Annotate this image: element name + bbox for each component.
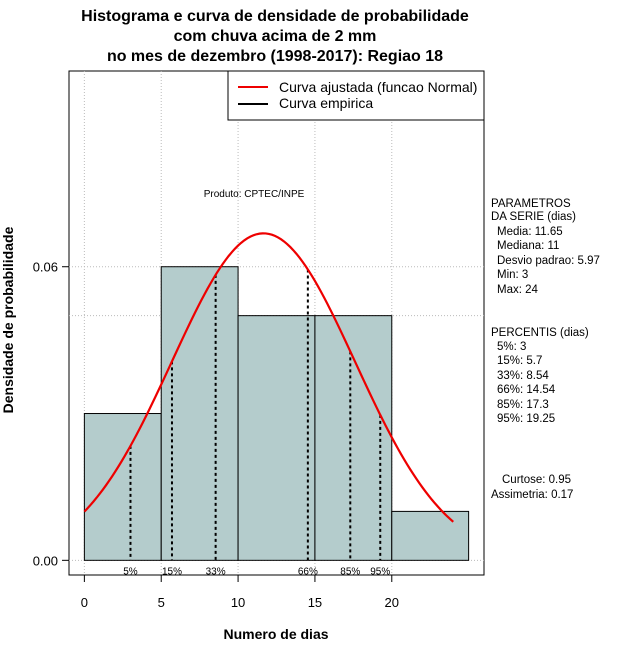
percentile-label-4: 85% bbox=[340, 566, 360, 577]
bars-layer bbox=[83, 266, 470, 561]
product-annotation: Produto: CPTEC/INPE bbox=[204, 189, 305, 200]
chart-title-line-1: Histograma e curva de densidade de proba… bbox=[81, 8, 469, 25]
x-tick-label-4: 20 bbox=[385, 595, 399, 610]
params-title-2: DA SERIE (dias) bbox=[491, 211, 576, 223]
x-tick-label-2: 10 bbox=[231, 595, 245, 610]
x-axis-title: Numero de dias bbox=[223, 626, 328, 642]
percentile-label-2: 33% bbox=[206, 566, 226, 577]
chart-title-line-3: no mes de dezembro (1998-2017): Regiao 1… bbox=[107, 48, 443, 65]
legend-label-normal: Curva ajustada (funcao Normal) bbox=[279, 79, 477, 95]
histogram-bar-2 bbox=[237, 315, 316, 561]
percentil-95: 95%: 19.25 bbox=[497, 413, 555, 425]
legend: Curva ajustada (funcao Normal) Curva emp… bbox=[227, 70, 485, 121]
params-title-1: PARAMETROS bbox=[491, 198, 571, 210]
normal-curve-line bbox=[83, 232, 454, 523]
x-tick-label-3: 15 bbox=[308, 595, 322, 610]
param-desvio: Desvio padrao: 5.97 bbox=[497, 255, 600, 267]
histogram-bar-0 bbox=[83, 413, 162, 561]
curtose: Curtose: 0.95 bbox=[502, 474, 571, 486]
histogram-bar-1 bbox=[160, 266, 239, 561]
percentile-label-1: 15% bbox=[162, 566, 182, 577]
x-tick-label-0: 0 bbox=[81, 595, 88, 610]
curve-layer bbox=[83, 232, 454, 523]
y-axis-title: Densidade de probabilidade bbox=[0, 226, 16, 413]
param-min: Min: 3 bbox=[497, 269, 528, 281]
side-panel: PARAMETROS DA SERIE (dias) Media: 11.65 … bbox=[491, 198, 600, 501]
percentile-label-3: 66% bbox=[298, 566, 318, 577]
legend-label-empirical: Curva empirica bbox=[279, 95, 373, 111]
percentil-66: 66%: 14.54 bbox=[497, 384, 556, 396]
param-media: Media: 11.65 bbox=[497, 226, 563, 238]
y-tick-label-0: 0.00 bbox=[33, 553, 58, 568]
param-max: Max: 24 bbox=[497, 284, 539, 296]
chart-title-line-2: com chuva acima de 2 mm bbox=[174, 28, 377, 45]
axis-layer: 0 5 10 15 20 0.00 0.06 bbox=[33, 260, 399, 610]
histogram-bar-4 bbox=[391, 510, 470, 561]
percentis-title: PERCENTIS (dias) bbox=[491, 327, 589, 339]
percentil-33: 33%: 8.54 bbox=[497, 370, 549, 382]
histogram-bar-3 bbox=[314, 315, 393, 561]
percentil-85: 85%: 17.3 bbox=[497, 399, 549, 411]
y-tick-label-1: 0.06 bbox=[33, 260, 58, 275]
x-tick-label-1: 5 bbox=[158, 595, 165, 610]
percentil-5: 5%: 3 bbox=[497, 341, 526, 353]
param-mediana: Mediana: 11 bbox=[497, 240, 559, 252]
percentile-label-5: 95% bbox=[370, 566, 390, 577]
percentile-label-0: 5% bbox=[123, 566, 138, 577]
legend-box bbox=[227, 70, 485, 121]
assimetria: Assimetria: 0.17 bbox=[491, 489, 573, 501]
percentile-layer: 5% 15% 33% 66% 85% 95% bbox=[123, 269, 390, 577]
percentil-15: 15%: 5.7 bbox=[497, 355, 542, 367]
